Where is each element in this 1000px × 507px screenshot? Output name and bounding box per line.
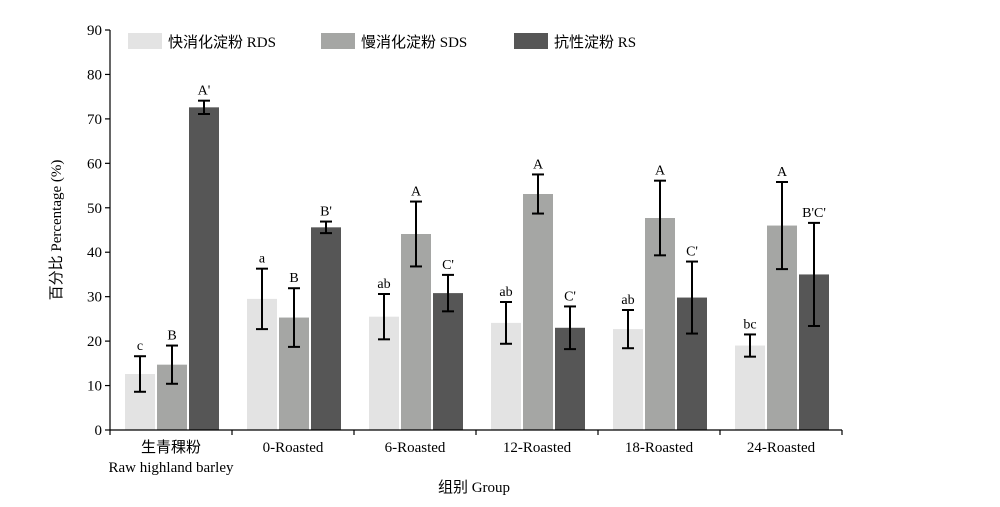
bar — [735, 345, 765, 430]
x-tick-label: 24-Roasted — [747, 440, 816, 456]
bar — [433, 293, 463, 430]
significance-label: A — [411, 185, 422, 200]
significance-label: C' — [686, 245, 698, 260]
x-axis-title: 组别 Group — [438, 479, 510, 496]
significance-label: C' — [442, 258, 454, 273]
x-tick-label: 12-Roasted — [503, 440, 572, 456]
y-tick-label: 30 — [87, 290, 102, 306]
error-bars-layer — [134, 99, 820, 393]
y-tick-label: 0 — [95, 423, 103, 439]
x-tick-label: 18-Roasted — [625, 440, 694, 456]
legend: 快消化淀粉 RDS 慢消化淀粉 SDS 抗性淀粉 RS — [128, 33, 636, 51]
significance-label: bc — [743, 317, 756, 332]
significance-label: A — [533, 157, 544, 172]
y-tick-label: 50 — [87, 201, 102, 217]
x-tick-label: Raw highland barley — [109, 460, 234, 476]
bars-layer — [125, 107, 829, 430]
bar — [189, 107, 219, 430]
significance-label: ab — [621, 293, 634, 308]
significance-label: A' — [198, 84, 211, 99]
y-tick-label: 10 — [87, 379, 102, 395]
axes-layer: 0 10 20 30 40 50 60 70 80 90 生青稞粉 Raw highland barl… — [87, 23, 843, 476]
x-tick-label: 生青稞粉 — [141, 439, 201, 456]
significance-label: a — [259, 252, 266, 267]
x-tick-label: 0-Roasted — [263, 440, 324, 456]
y-tick-label: 80 — [87, 67, 102, 83]
legend-label: 快消化淀粉 RDS — [168, 34, 276, 51]
y-tick-label: 40 — [87, 245, 102, 261]
legend-swatch — [128, 33, 162, 49]
significance-label: B'C' — [802, 206, 826, 221]
x-tick-label: 6-Roasted — [385, 440, 446, 456]
significance-label: B — [289, 271, 298, 286]
bar — [311, 227, 341, 430]
legend-label: 抗性淀粉 RS — [554, 34, 636, 51]
significance-label: A — [655, 164, 666, 179]
significance-label: B — [167, 329, 176, 344]
y-axis-title: 百分比 Percentage (%) — [48, 160, 65, 301]
bar — [523, 194, 553, 430]
significance-label: ab — [499, 285, 512, 300]
significance-labels-layer: c B A' a B B' ab A C' ab A C' ab A C' bc A B'C' — [137, 84, 826, 355]
legend-swatch — [321, 33, 355, 49]
significance-label: ab — [377, 277, 390, 292]
significance-label: B' — [320, 205, 332, 220]
y-tick-label: 70 — [87, 112, 102, 128]
significance-label: c — [137, 339, 143, 354]
legend-swatch — [514, 33, 548, 49]
y-tick-label: 60 — [87, 156, 102, 172]
significance-label: C' — [564, 289, 576, 304]
legend-label: 慢消化淀粉 SDS — [361, 34, 467, 51]
significance-label: A — [777, 165, 788, 180]
y-tick-label: 90 — [87, 23, 102, 39]
y-tick-label: 20 — [87, 334, 102, 350]
